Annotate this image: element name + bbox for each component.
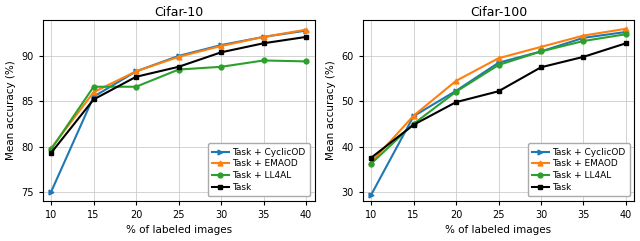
- Task + CyclicOD: [452, 89, 460, 92]
- Task: [622, 42, 630, 45]
- Task + LL4AL: [410, 122, 417, 125]
- Legend: Task + CyclicOD, Task + EMAOD, Task + LL4AL, Task: Task + CyclicOD, Task + EMAOD, Task + LL…: [528, 143, 630, 196]
- Line: Task + LL4AL: Task + LL4AL: [369, 32, 628, 166]
- Line: Task: Task: [369, 41, 628, 160]
- Title: Cifar-100: Cifar-100: [470, 6, 527, 19]
- Task + EMAOD: [217, 45, 225, 47]
- Task: [260, 42, 268, 45]
- Task + LL4AL: [302, 60, 310, 63]
- Task: [580, 55, 588, 58]
- Task: [367, 156, 375, 159]
- Task + LL4AL: [132, 85, 140, 88]
- Task: [537, 66, 545, 69]
- Task + LL4AL: [90, 85, 97, 88]
- Task + EMAOD: [47, 147, 55, 150]
- Task + CyclicOD: [47, 190, 55, 193]
- Task: [302, 35, 310, 38]
- Task + CyclicOD: [302, 29, 310, 32]
- Task: [217, 51, 225, 54]
- Task: [410, 123, 417, 126]
- Y-axis label: Mean accuracy (%): Mean accuracy (%): [6, 60, 15, 160]
- Task + LL4AL: [622, 33, 630, 36]
- Task + EMAOD: [622, 27, 630, 30]
- Legend: Task + CyclicOD, Task + EMAOD, Task + LL4AL, Task: Task + CyclicOD, Task + EMAOD, Task + LL…: [208, 143, 310, 196]
- Task + LL4AL: [217, 65, 225, 68]
- Task + EMAOD: [537, 46, 545, 48]
- Task + EMAOD: [132, 70, 140, 73]
- Line: Task + EMAOD: Task + EMAOD: [49, 27, 308, 151]
- Task + LL4AL: [260, 59, 268, 62]
- Task: [175, 65, 182, 68]
- Task + LL4AL: [452, 90, 460, 93]
- Line: Task + EMAOD: Task + EMAOD: [369, 26, 628, 165]
- X-axis label: % of labeled images: % of labeled images: [445, 225, 552, 235]
- Task + LL4AL: [537, 50, 545, 53]
- Task + LL4AL: [580, 40, 588, 42]
- Task + LL4AL: [47, 148, 55, 151]
- Task + EMAOD: [410, 114, 417, 117]
- Task + CyclicOD: [622, 31, 630, 33]
- Line: Task + CyclicOD: Task + CyclicOD: [369, 29, 628, 197]
- Task + CyclicOD: [132, 70, 140, 73]
- Task + LL4AL: [175, 68, 182, 71]
- Task + EMAOD: [175, 55, 182, 58]
- Title: Cifar-10: Cifar-10: [154, 6, 203, 19]
- Task + CyclicOD: [410, 115, 417, 118]
- Task: [495, 90, 502, 93]
- Task + LL4AL: [367, 162, 375, 165]
- Task + CyclicOD: [217, 44, 225, 47]
- Task: [132, 75, 140, 78]
- Task + EMAOD: [260, 35, 268, 38]
- Task + EMAOD: [90, 91, 97, 94]
- Task + LL4AL: [495, 64, 502, 67]
- Task + EMAOD: [452, 80, 460, 82]
- Task: [452, 101, 460, 104]
- Task + CyclicOD: [175, 54, 182, 57]
- Y-axis label: Mean accuracy (%): Mean accuracy (%): [326, 60, 335, 160]
- Task: [47, 151, 55, 154]
- Task + CyclicOD: [260, 35, 268, 38]
- Task + EMAOD: [367, 161, 375, 164]
- Task + EMAOD: [302, 28, 310, 31]
- Line: Task: Task: [49, 34, 308, 155]
- Task + CyclicOD: [367, 194, 375, 196]
- Task + CyclicOD: [90, 95, 97, 98]
- Task + CyclicOD: [495, 61, 502, 64]
- X-axis label: % of labeled images: % of labeled images: [125, 225, 232, 235]
- Line: Task + CyclicOD: Task + CyclicOD: [49, 28, 308, 194]
- Task + EMAOD: [495, 57, 502, 60]
- Task + CyclicOD: [537, 50, 545, 53]
- Task: [90, 98, 97, 101]
- Task + EMAOD: [580, 34, 588, 37]
- Line: Task + LL4AL: Task + LL4AL: [49, 58, 308, 152]
- Task + CyclicOD: [580, 36, 588, 39]
